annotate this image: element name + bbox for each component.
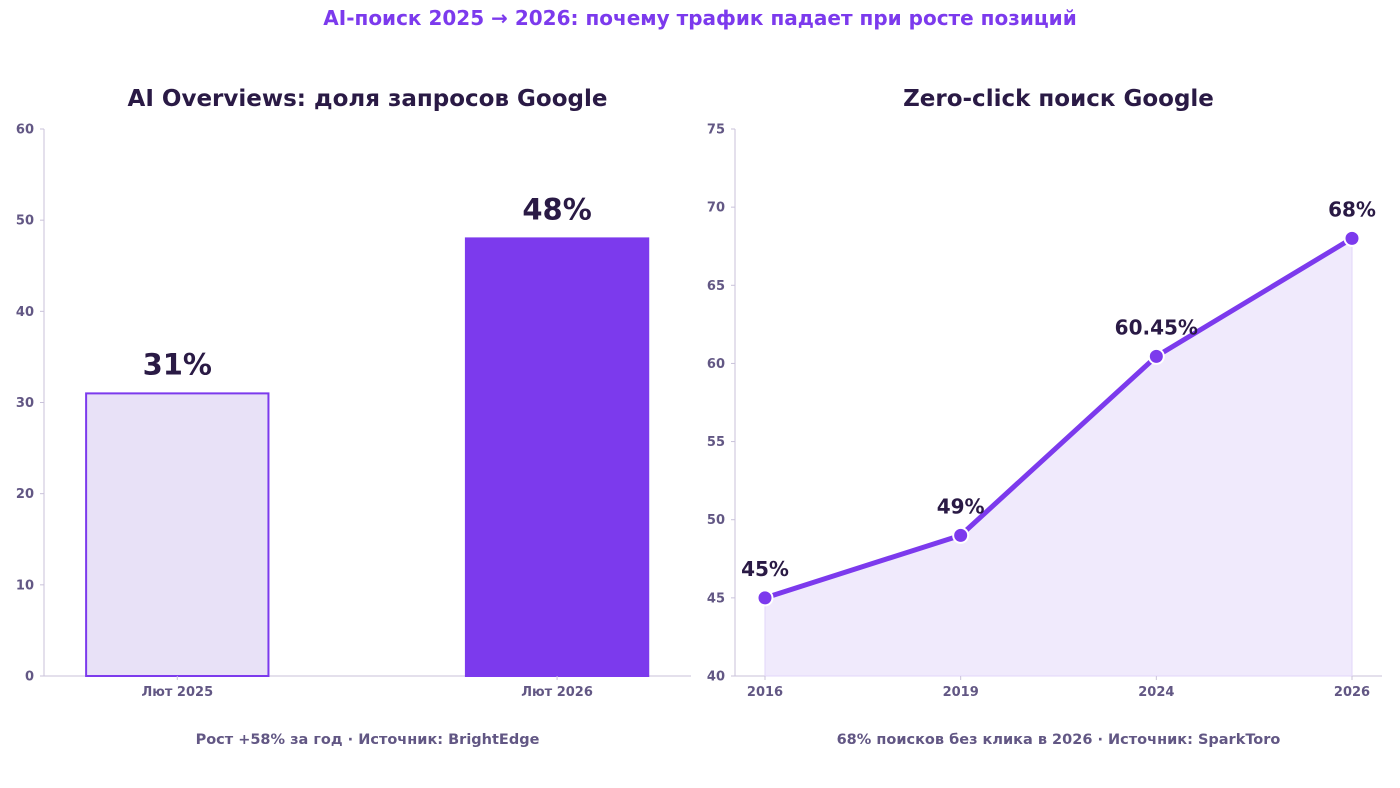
line-value-label: 68% (1328, 197, 1376, 221)
line-y-tick-label: 75 (707, 123, 725, 138)
bar-y-tick-label: 30 (16, 396, 34, 411)
line-point (1147, 347, 1165, 365)
line-chart-title: Zero-click поиск Google (903, 86, 1214, 112)
bar-y-tick-label: 40 (16, 305, 34, 320)
bar-y-tick-label: 0 (25, 670, 34, 685)
line-area-fill (764, 237, 1353, 677)
line-value-label: 49% (937, 494, 985, 518)
line-point (952, 526, 970, 544)
bar-y-tick-label: 60 (16, 123, 34, 138)
bar-value-label: 31% (143, 347, 212, 381)
line-point (1343, 229, 1361, 247)
bar-1 (85, 392, 270, 677)
bar-x-tick-label: Лют 2025 (141, 685, 213, 700)
line-y-tick-label: 70 (707, 201, 725, 216)
line-x-tick-label: 2016 (747, 685, 783, 700)
line-value-label: 45% (741, 557, 789, 581)
line-y-tick-label: 40 (707, 670, 725, 685)
line-y-tick-label: 45 (707, 591, 725, 606)
line-point (756, 589, 774, 607)
line-chart-caption: 68% поисков без клика в 2026 · Источник:… (836, 732, 1281, 748)
bar-y-tick-label: 50 (16, 214, 34, 229)
line-y-tick-label: 50 (707, 513, 725, 528)
bar-y-tick-label: 20 (16, 487, 34, 502)
figure-title: AI-поиск 2025 → 2026: почему трафик пада… (323, 6, 1077, 30)
bar-chart-title: AI Overviews: доля запросов Google (127, 86, 608, 112)
bar-y-tick-label: 10 (16, 578, 34, 593)
line-x-tick-label: 2026 (1334, 685, 1370, 700)
bar-chart-caption: Рост +58% за год · Источник: BrightEdge (195, 732, 540, 748)
line-y-tick-label: 55 (707, 435, 725, 450)
line-x-tick-label: 2019 (943, 685, 979, 700)
bar-value-label: 48% (522, 192, 591, 226)
line-value-label: 60.45% (1115, 315, 1198, 339)
bar-x-tick-label: Лют 2026 (521, 685, 593, 700)
line-y-tick-label: 60 (707, 357, 725, 372)
line-series (762, 235, 1355, 601)
line-x-tick-label: 2024 (1138, 685, 1174, 700)
line-y-tick-label: 65 (707, 279, 725, 294)
bar-2 (464, 237, 650, 677)
